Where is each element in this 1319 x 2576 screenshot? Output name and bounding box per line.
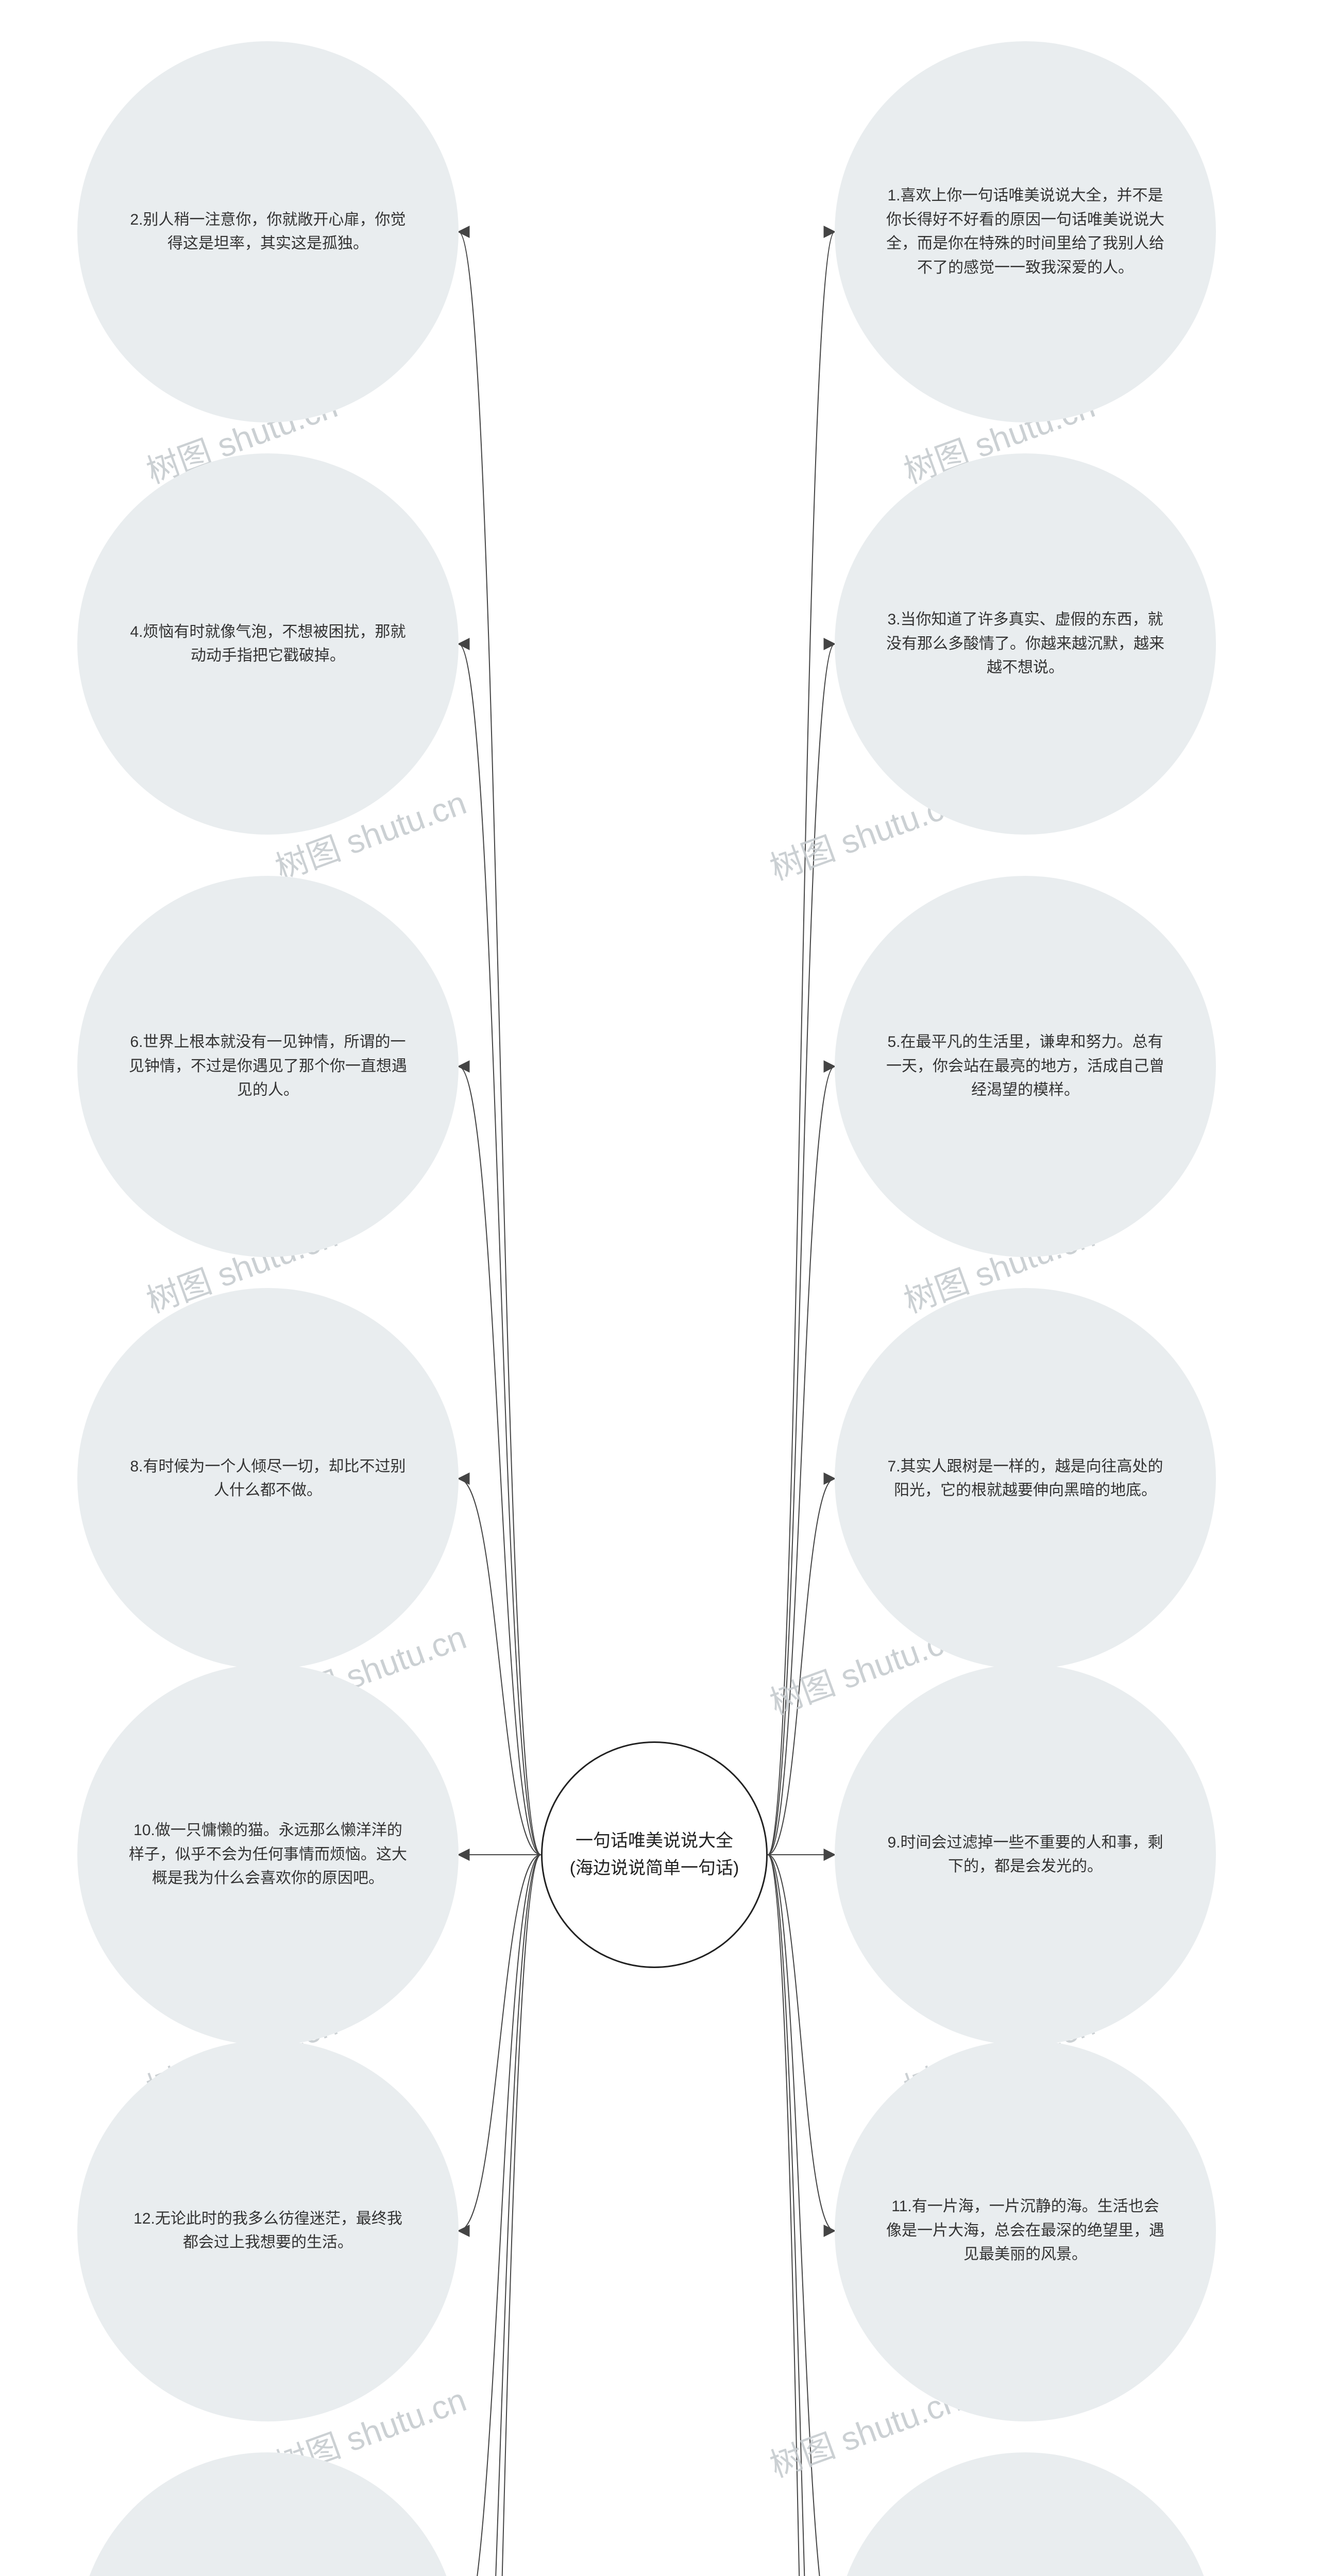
leaf-text: 9.时间会过滤掉一些不重要的人和事，剩下的，都是会发光的。 [886, 1831, 1164, 1879]
leaf-node: 11.有一片海，一片沉静的海。生活也会像是一片大海，总会在最深的绝望里，遇见最美… [835, 2040, 1216, 2421]
leaf-node: 8.有时候为一个人倾尽一切，却比不过别人什么都不做。 [77, 1288, 459, 1669]
leaf-node: 14.若别人的剧本里根本没有你，那么你是很难在别人的生活里去扮演什么角色的。 [77, 2452, 459, 2576]
leaf-node: 4.烦恼有时就像气泡，不想被困扰，那就动动手指把它戳破掉。 [77, 453, 459, 835]
leaf-text: 4.烦恼有时就像气泡，不想被困扰，那就动动手指把它戳破掉。 [129, 620, 407, 668]
leaf-node: 9.时间会过滤掉一些不重要的人和事，剩下的，都是会发光的。 [835, 1664, 1216, 2045]
leaf-text: 7.其实人跟树是一样的，越是向往高处的阳光，它的根就越要伸向黑暗的地底。 [886, 1455, 1164, 1503]
leaf-node: 13.过去只可以用来回忆，别沉迷在阴影中，否则永远看不清前面的路。 [835, 2452, 1216, 2576]
edge [459, 1066, 541, 1855]
leaf-node: 1.喜欢上你一句话唯美说说大全，并不是你长得好不好看的原因一句话唯美说说大全，而… [835, 41, 1216, 422]
edge [459, 644, 541, 1855]
leaf-node: 6.世界上根本就没有一见钟情，所谓的一见钟情，不过是你遇见了那个你一直想遇见的人… [77, 876, 459, 1257]
edge [459, 232, 541, 1855]
leaf-node: 5.在最平凡的生活里，谦卑和努力。总有一天，你会站在最亮的地方，活成自己曾经渴望… [835, 876, 1216, 1257]
center-title: 一句话唯美说说大全(海边说说简单一句话) [568, 1827, 740, 1882]
leaf-text: 8.有时候为一个人倾尽一切，却比不过别人什么都不做。 [129, 1455, 407, 1503]
leaf-text: 12.无论此时的我多么彷徨迷茫，最终我都会过上我想要的生活。 [129, 2207, 407, 2255]
edge [459, 1855, 541, 2576]
edge [768, 1479, 835, 1855]
edge [768, 1855, 835, 2231]
leaf-text: 10.做一只慵懒的猫。永远那么懒洋洋的样子，似乎不会为任何事情而烦恼。这大概是我… [129, 1819, 407, 1891]
leaf-node: 3.当你知道了许多真实、虚假的东西，就没有那么多酸情了。你越来越沉默，越来越不想… [835, 453, 1216, 835]
leaf-node: 2.别人稍一注意你，你就敞开心扉，你觉得这是坦率，其实这是孤独。 [77, 41, 459, 422]
edge [459, 1479, 541, 1855]
leaf-node: 10.做一只慵懒的猫。永远那么懒洋洋的样子，似乎不会为任何事情而烦恼。这大概是我… [77, 1664, 459, 2045]
leaf-text: 6.世界上根本就没有一见钟情，所谓的一见钟情，不过是你遇见了那个你一直想遇见的人… [129, 1030, 407, 1103]
edge [768, 1066, 835, 1855]
edge [459, 1855, 541, 2231]
leaf-node: 7.其实人跟树是一样的，越是向往高处的阳光，它的根就越要伸向黑暗的地底。 [835, 1288, 1216, 1669]
leaf-text: 5.在最平凡的生活里，谦卑和努力。总有一天，你会站在最亮的地方，活成自己曾经渴望… [886, 1030, 1164, 1103]
leaf-text: 1.喜欢上你一句话唯美说说大全，并不是你长得好不好看的原因一句话唯美说说大全，而… [886, 184, 1164, 280]
leaf-text: 3.当你知道了许多真实、虚假的东西，就没有那么多酸情了。你越来越沉默，越来越不想… [886, 608, 1164, 680]
edge [768, 1855, 835, 2576]
edge [768, 232, 835, 1855]
leaf-text: 11.有一片海，一片沉静的海。生活也会像是一片大海，总会在最深的绝望里，遇见最美… [886, 2195, 1164, 2267]
edge [768, 1855, 835, 2576]
leaf-text: 2.别人稍一注意你，你就敞开心扉，你觉得这是坦率，其实这是孤独。 [129, 208, 407, 256]
edge [768, 644, 835, 1855]
edge [459, 1855, 541, 2576]
edge [459, 1855, 541, 2576]
mindmap-stage: 树图 shutu.cn树图 shutu.cn树图 shutu.cn树图 shut… [0, 0, 1319, 2576]
center-node: 一句话唯美说说大全(海边说说简单一句话) [541, 1741, 768, 1968]
edge [768, 1855, 835, 2576]
leaf-node: 12.无论此时的我多么彷徨迷茫，最终我都会过上我想要的生活。 [77, 2040, 459, 2421]
